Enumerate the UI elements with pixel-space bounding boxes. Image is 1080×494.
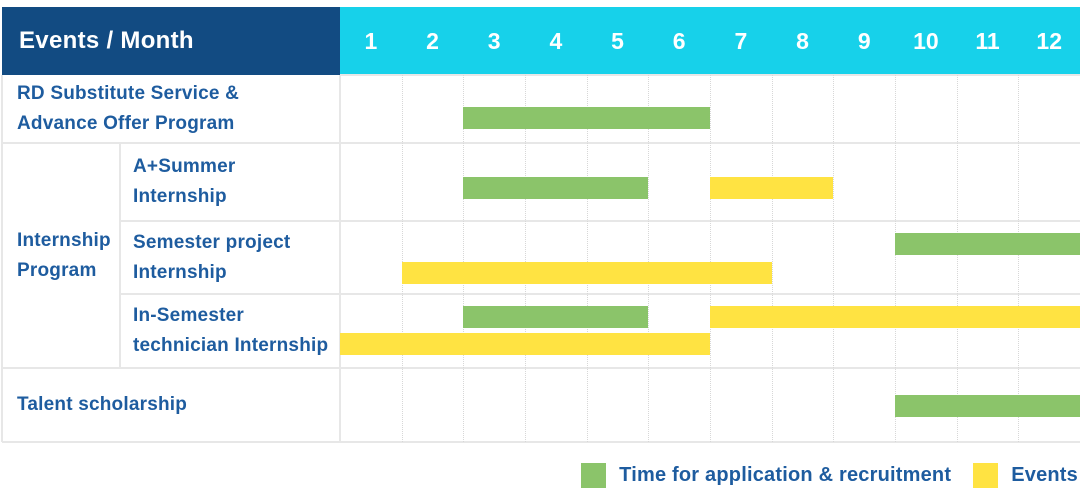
month-label-8: 8 [796, 27, 809, 54]
month-grid-line [957, 75, 958, 442]
month-header-row: 1 2 3 4 5 6 7 8 9 10 11 12 [340, 7, 1080, 75]
row-divider-line [2, 441, 1080, 443]
month-label-1: 1 [364, 27, 378, 54]
row-label-talent-scholarship: Talent scholarship [17, 368, 187, 442]
legend-label-event: Events [1011, 463, 1078, 486]
row-label-line: Internship [133, 261, 227, 283]
month-grid-line [772, 75, 773, 442]
month-grid-line [710, 75, 711, 442]
row-label-line: Advance Offer Program [17, 113, 235, 134]
row-label-rd-substitute-service: RD Substitute Service & Advance Offer Pro… [17, 75, 239, 143]
legend-swatch-event [973, 462, 999, 488]
legend-item-application: Time for application & recruitment [581, 462, 952, 488]
group-label-internship-program: Internship Program [17, 143, 111, 368]
month-grid-line [463, 75, 464, 442]
column-divider-line [339, 75, 341, 442]
row-label-line: RD Substitute Service & [17, 83, 240, 104]
group-label-line: Program [17, 259, 97, 281]
row-label-line: A+Summer [133, 156, 236, 177]
header-corner-cell: Events / Month [2, 7, 340, 75]
row-label-line: technician Internship [133, 335, 329, 356]
month-label-7: 7 [734, 27, 748, 54]
application-bar [463, 107, 710, 129]
month-label-12: 12 [1036, 27, 1063, 54]
month-grid-line [1018, 75, 1019, 442]
legend: Time for application & recruitment Events [581, 459, 1078, 491]
month-grid-line [833, 75, 834, 442]
row-label-line: In-Semester [133, 305, 244, 326]
legend-item-event: Events [973, 462, 1078, 488]
row-label-line: Semester project [133, 231, 291, 253]
row-divider-line [2, 142, 1080, 144]
month-label-2: 2 [426, 27, 439, 54]
event-bar [710, 306, 1080, 328]
month-grid-line [525, 75, 526, 442]
application-bar [895, 395, 1080, 417]
column-divider-line [1, 75, 3, 442]
page-title: Events / Month [19, 27, 194, 54]
month-grid-line [587, 75, 588, 442]
row-label-a-plus-summer-internship: A+Summer Internship [133, 143, 235, 221]
row-label-line: Talent scholarship [17, 394, 188, 415]
month-label-11: 11 [975, 27, 1000, 54]
month-label-4: 4 [549, 27, 563, 54]
month-label-10: 10 [913, 27, 939, 54]
legend-swatch-application [581, 462, 607, 488]
application-bar [463, 177, 648, 199]
row-divider-line [120, 220, 1080, 222]
month-label-9: 9 [857, 27, 871, 54]
column-divider-line [119, 143, 121, 368]
month-grid-line [648, 75, 649, 442]
month-label-5: 5 [611, 27, 624, 54]
event-bar [710, 177, 833, 199]
month-grid-line [402, 75, 403, 442]
event-bar [340, 333, 710, 355]
row-divider-line [120, 293, 1080, 295]
application-bar [895, 233, 1080, 255]
month-label-3: 3 [487, 27, 501, 54]
group-label-line: Internship [17, 229, 111, 251]
event-bar [402, 262, 772, 284]
row-label-in-semester-technician-internship: In-Semester technician Internship [133, 294, 328, 368]
legend-label-application: Time for application & recruitment [619, 463, 952, 486]
month-grid-line [895, 75, 896, 442]
row-label-semester-project-internship: Semester project Internship [133, 221, 290, 294]
month-label-6: 6 [672, 27, 686, 54]
row-divider-line [2, 367, 1080, 369]
application-bar [463, 306, 648, 328]
row-label-line: Internship [133, 186, 227, 207]
